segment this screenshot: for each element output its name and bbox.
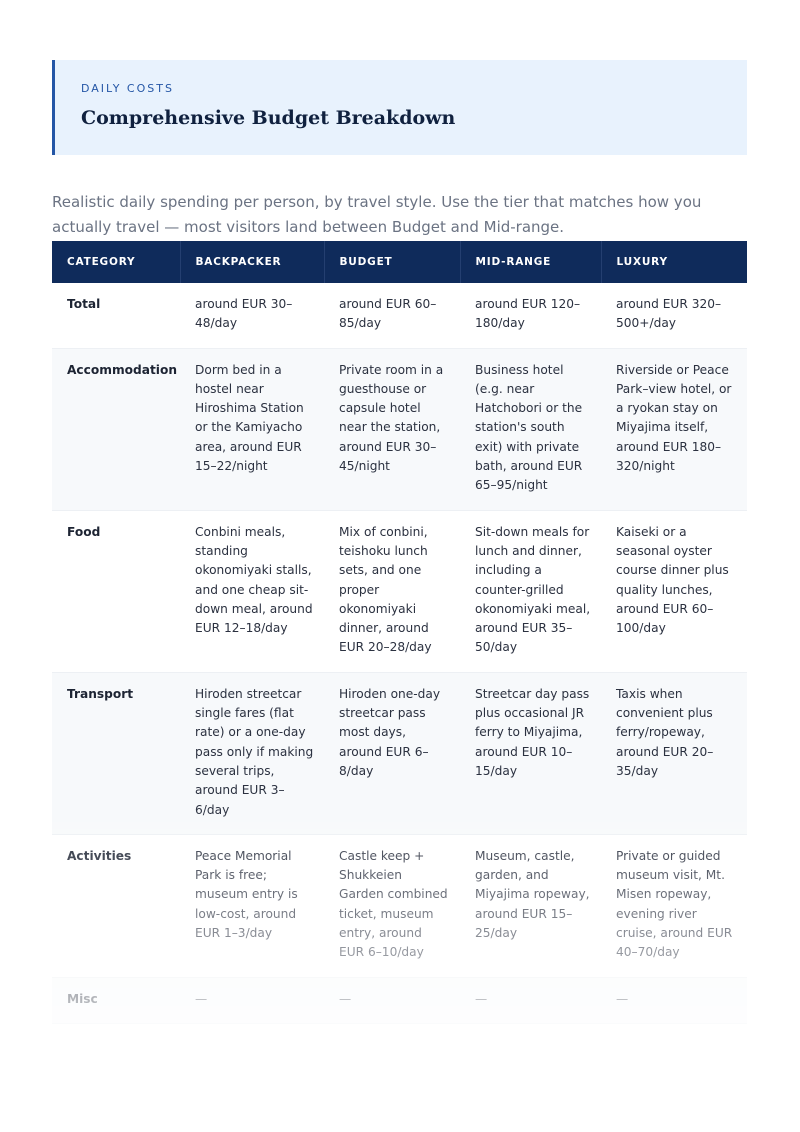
column-header: CATEGORY [52, 241, 181, 283]
budget-table: CATEGORY BACKPACKER BUDGET MID-RANGE LUXURY … [52, 241, 747, 1024]
section-header: DAILY COSTS Comprehensive Budget Breakdo… [52, 60, 747, 155]
row-label: Accommodation [52, 348, 180, 511]
table-cell: Castle keep + Shukkeien Garden combined … [324, 834, 460, 978]
table-row: Misc — — — — [52, 977, 747, 1024]
table-cell: Hiroden one-day streetcar pass most days… [324, 672, 460, 835]
table-cell: — [324, 977, 460, 1024]
table-cell: Mix of conbini, teishoku lunch sets, and… [324, 510, 460, 673]
row-label: Misc [52, 977, 180, 1024]
eyebrow: DAILY COSTS [81, 82, 174, 95]
section-title: Comprehensive Budget Breakdown [81, 107, 456, 129]
table-wrap: CATEGORY BACKPACKER BUDGET MID-RANGE LUXURY … [52, 241, 747, 1024]
table-cell: Private room in a guesthouse or capsule … [324, 348, 460, 511]
table-body: Total around EUR 30–48/day around EUR 60–8… [52, 283, 747, 1024]
table-cell: — [460, 977, 601, 1024]
column-header: MID-RANGE [460, 241, 602, 283]
table-row: Activities Peace Memorial Park is free; m… [52, 834, 747, 978]
table-cell: — [180, 977, 324, 1024]
table-cell: Streetcar day pass plus occasional JR fe… [460, 672, 601, 835]
table-cell: around EUR 120–180/day [460, 283, 601, 349]
table-cell: Sit-down meals for lunch and dinner, inc… [460, 510, 601, 673]
column-header: BACKPACKER [180, 241, 325, 283]
table-cell: Business hotel (e.g. near Hatchobori or … [460, 348, 601, 511]
table-cell: Private or guided museum visit, Mt. Mise… [601, 834, 747, 978]
table-row: Food Conbini meals, standing okonomiyaki … [52, 510, 747, 673]
header-row: CATEGORY BACKPACKER BUDGET MID-RANGE LUXURY [52, 241, 747, 283]
row-label: Transport [52, 672, 180, 835]
column-header: BUDGET [324, 241, 461, 283]
row-label: Total [52, 283, 180, 349]
table-cell: Peace Memorial Park is free; museum entr… [180, 834, 324, 978]
table-row: Total around EUR 30–48/day around EUR 60–8… [52, 283, 747, 349]
table-cell: Kaiseki or a seasonal oyster course dinn… [601, 510, 747, 673]
table-cell: Dorm bed in a hostel near Hiroshima Stat… [180, 348, 324, 511]
row-label: Food [52, 510, 180, 673]
table-cell: Conbini meals, standing okonomiyaki stal… [180, 510, 324, 673]
table-cell: around EUR 60–85/day [324, 283, 460, 349]
table-cell: Taxis when convenient plus ferry/ropeway… [601, 672, 747, 835]
row-label: Activities [52, 834, 180, 978]
intro-text: Realistic daily spending per person, by … [52, 193, 702, 236]
column-header: LUXURY [601, 241, 747, 283]
table-cell: — [601, 977, 747, 1024]
table-cell: Hiroden streetcar single fares (flat rat… [180, 672, 324, 835]
table-cell: around EUR 30–48/day [180, 283, 324, 349]
table-cell: Museum, castle, garden, and Miyajima rop… [460, 834, 601, 978]
table-row: Transport Hiroden streetcar single fares … [52, 672, 747, 835]
table-row: Accommodation Dorm bed in a hostel near H… [52, 348, 747, 511]
table-cell: Riverside or Peace Park–view hotel, or a… [601, 348, 747, 511]
table-cell: around EUR 320–500+/day [601, 283, 747, 349]
